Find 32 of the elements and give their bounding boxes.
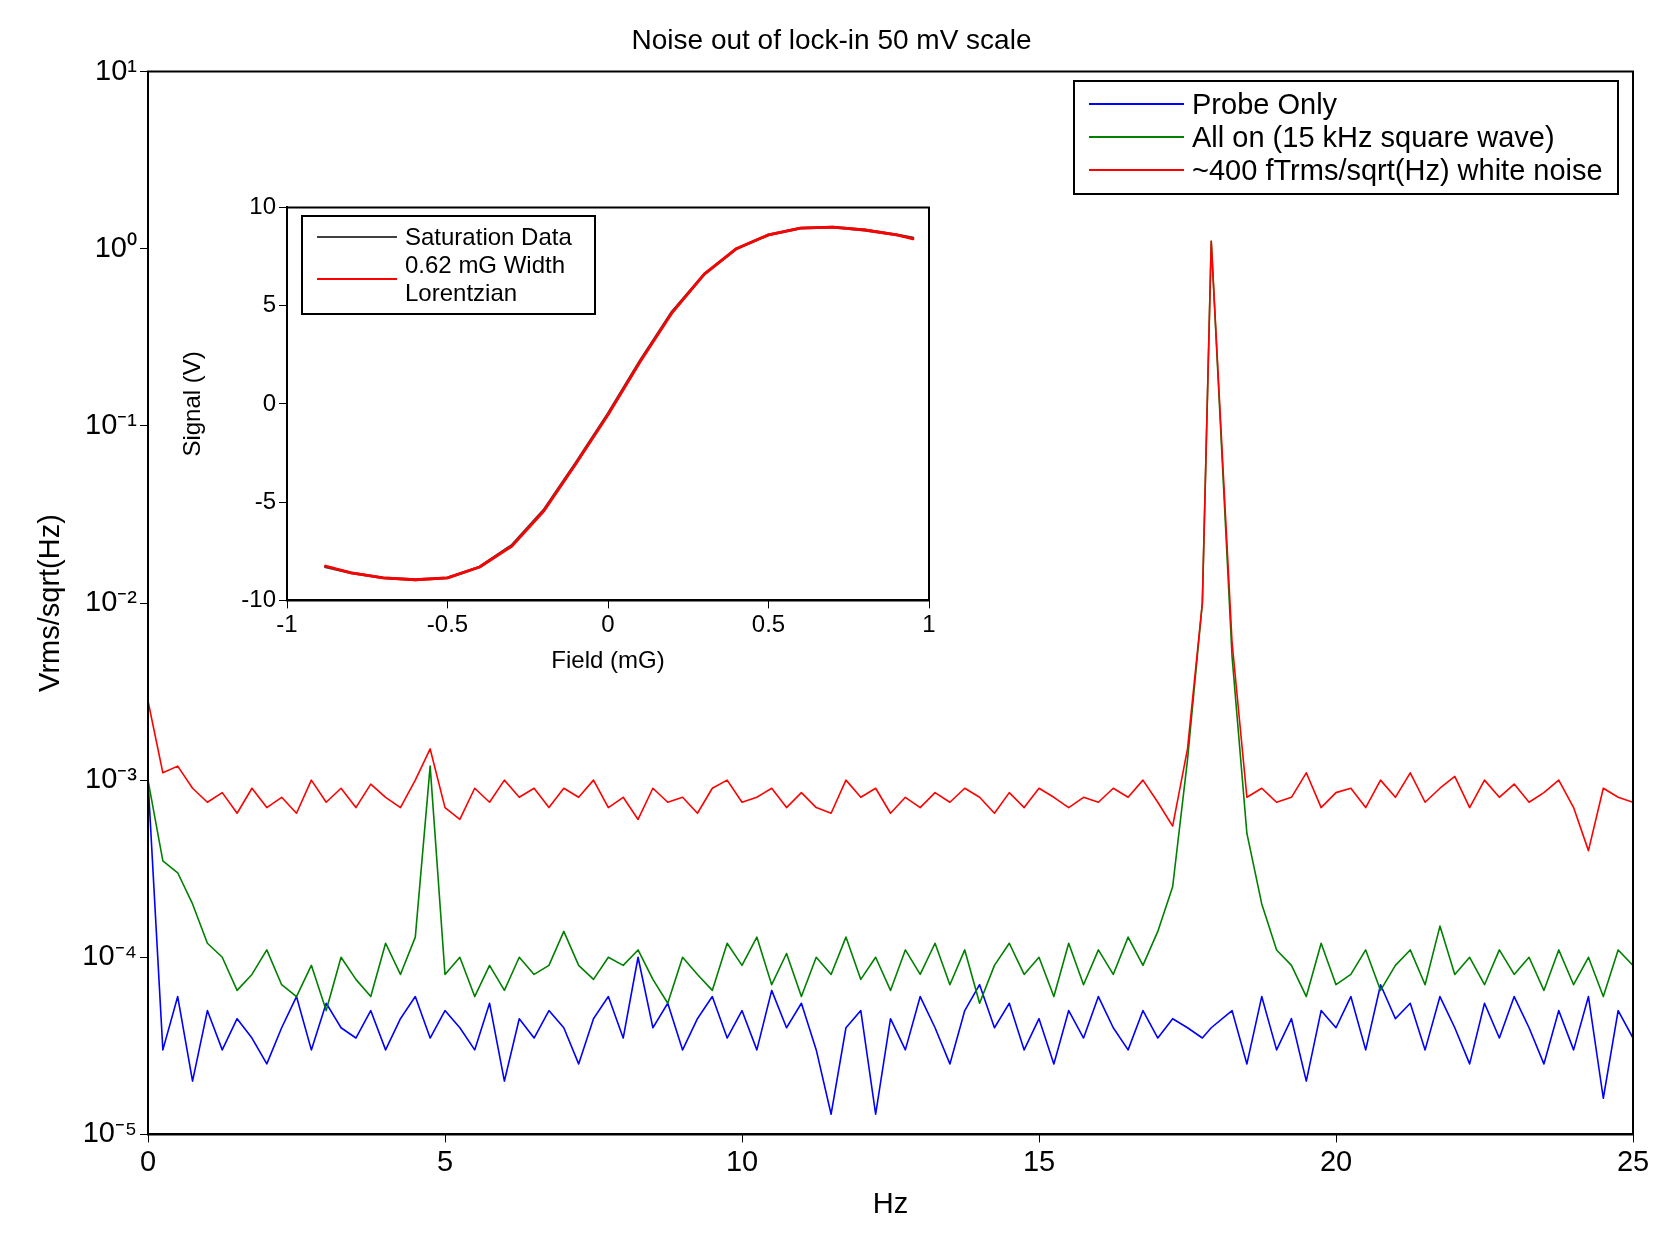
x-tick-label: 0 xyxy=(601,610,615,638)
x-tick-label: 10 xyxy=(725,1144,759,1177)
x-tick-label: 25 xyxy=(1616,1144,1650,1177)
legend-label: Saturation Data xyxy=(405,223,573,252)
y-tick-label: 10⁰ xyxy=(94,230,137,263)
y-tick-label: 10⁻¹ xyxy=(85,407,138,440)
x-tick-label: 0.5 xyxy=(751,610,786,638)
y-tick-label: 5 xyxy=(262,290,276,318)
legend-label: Probe Only xyxy=(1192,87,1338,121)
legend-label: 0.62 mG Width Lorentzian xyxy=(405,251,567,308)
y-tick-label: 10 xyxy=(249,192,276,220)
x-tick-label: 15 xyxy=(1022,1144,1056,1177)
legend-label: ~400 fTrms/sqrt(Hz) white noise xyxy=(1192,153,1603,187)
y-tick-label: 0 xyxy=(262,388,276,416)
y-axis-title: Signal (V) xyxy=(178,351,206,457)
y-axis-title: Vrms/sqrt(Hz) xyxy=(33,514,66,692)
y-tick-label: 10⁻⁴ xyxy=(82,939,137,972)
x-tick-label: 1 xyxy=(922,610,936,638)
y-tick-label: 10¹ xyxy=(95,53,138,86)
x-tick-label: -1 xyxy=(276,610,298,638)
y-tick-label: 10⁻³ xyxy=(85,762,138,795)
y-tick-label: 10⁻⁵ xyxy=(82,1116,137,1149)
y-tick-label: -5 xyxy=(254,486,276,514)
y-tick-label: 10⁻² xyxy=(85,585,138,617)
legend-label: All on (15 kHz square wave) xyxy=(1192,120,1555,154)
y-tick-label: -10 xyxy=(241,585,276,613)
x-axis-title: Field (mG) xyxy=(551,646,665,674)
x-tick-label: 20 xyxy=(1319,1144,1353,1177)
x-tick-label: -0.5 xyxy=(426,610,469,638)
x-axis-title: Hz xyxy=(872,1186,909,1219)
x-tick-label: 5 xyxy=(436,1144,454,1177)
chart-title: Noise out of lock-in 50 mV scale xyxy=(631,23,1032,55)
